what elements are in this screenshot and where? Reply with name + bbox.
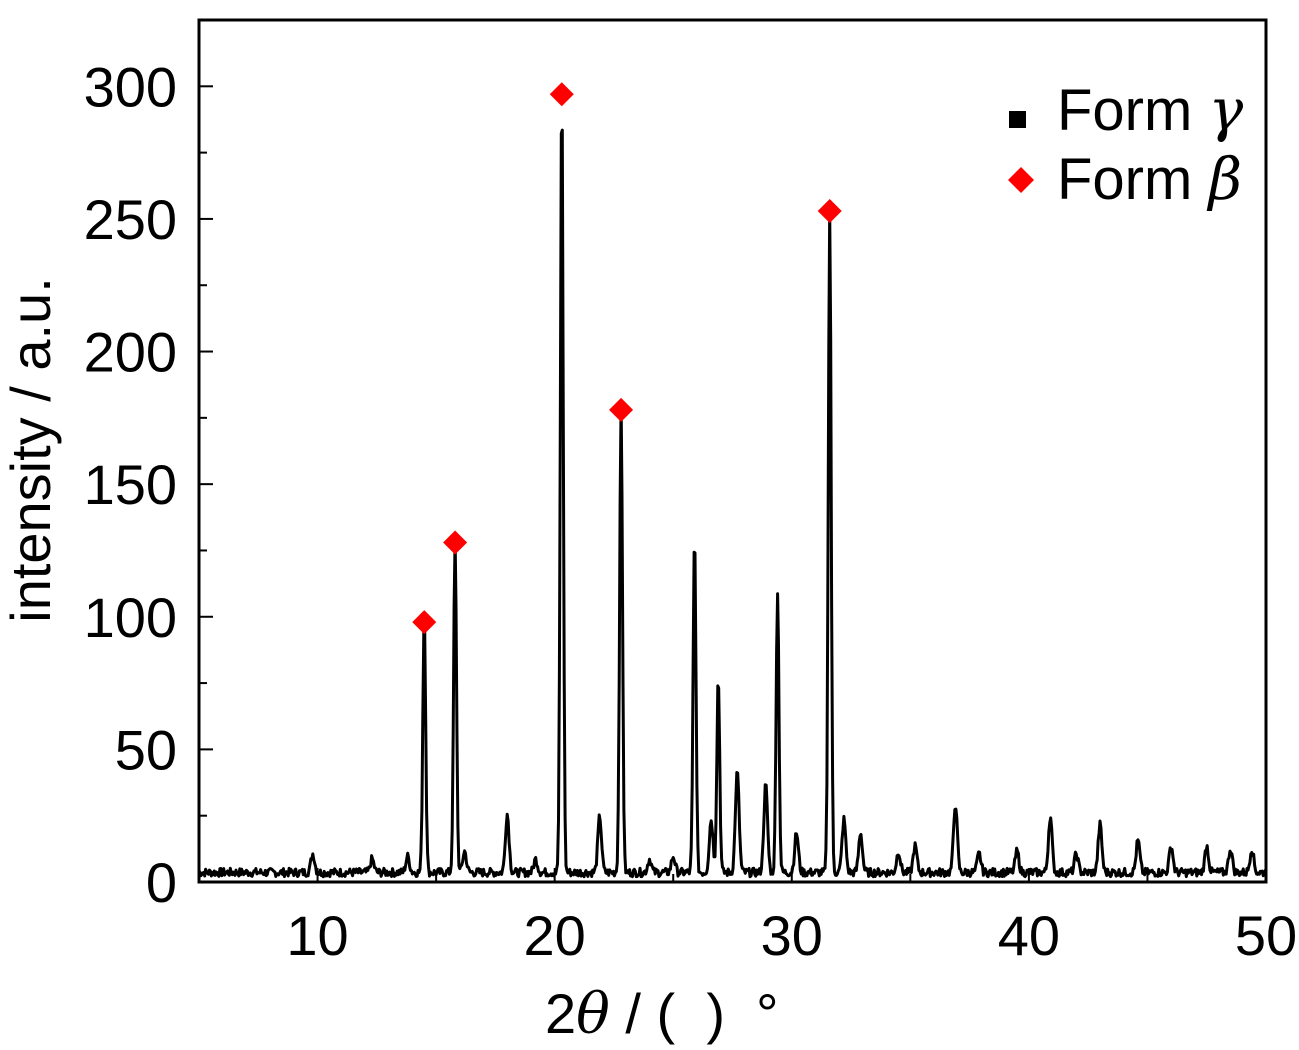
y-tick-label: 250 <box>84 188 177 251</box>
legend-gamma-label: Form γ <box>1057 76 1243 144</box>
y-axis-title: intensity / a.u. <box>0 277 62 623</box>
series-line <box>198 128 1268 879</box>
form-beta-markers <box>412 82 842 635</box>
axis-tick-labels: 10 20 30 40 50 0 50 100 150 200 250 300 <box>84 55 1298 967</box>
legend-beta-marker <box>1008 167 1034 193</box>
x-tick-label: 50 <box>1235 904 1297 967</box>
form-beta-marker <box>549 82 574 107</box>
y-tick-label: 100 <box>84 586 177 649</box>
x-tick-label: 30 <box>761 904 823 967</box>
x-axis-title: 2θ / ( ) ° <box>545 982 778 1047</box>
y-tick-label: 150 <box>84 453 177 516</box>
form-beta-marker <box>609 397 634 422</box>
y-tick-label: 300 <box>84 55 177 118</box>
legend-beta-label: Form β <box>1057 145 1242 213</box>
x-tick-label: 10 <box>286 904 348 967</box>
x-tick-label: 20 <box>524 904 586 967</box>
x-tick-label: 40 <box>998 904 1060 967</box>
y-tick-label: 50 <box>115 718 177 781</box>
form-beta-marker <box>443 530 468 555</box>
plot-frame <box>197 18 1268 884</box>
form-beta-marker <box>817 198 842 223</box>
form-beta-marker <box>412 610 437 635</box>
legend-gamma-marker <box>1009 111 1026 128</box>
y-tick-label: 0 <box>146 851 177 914</box>
y-tick-label: 200 <box>84 321 177 384</box>
legend: Form γ Form β <box>1008 76 1243 213</box>
